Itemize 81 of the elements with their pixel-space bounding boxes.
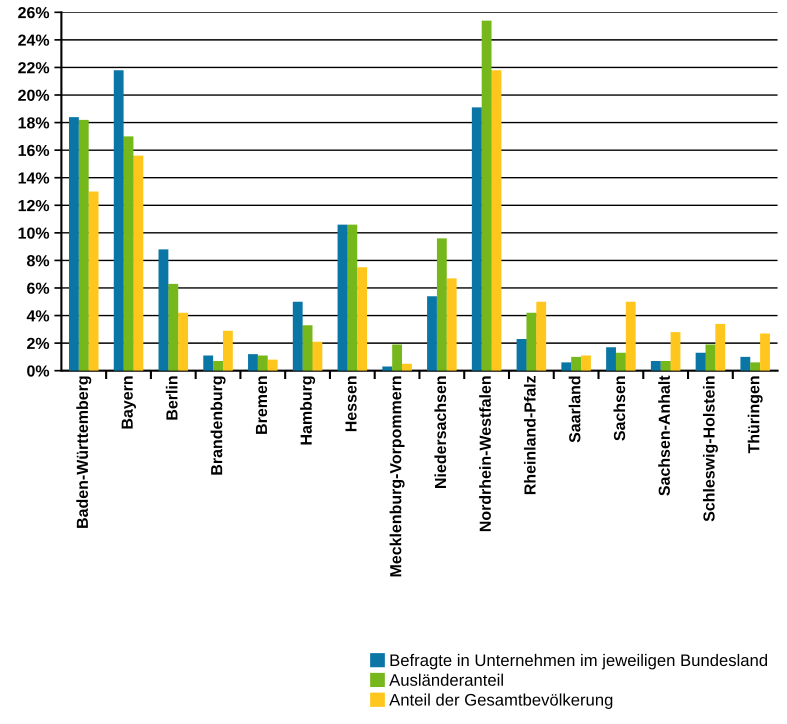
bar [258, 356, 268, 371]
x-tick-label: Brandenburg [210, 376, 226, 475]
bar [158, 249, 168, 371]
bar [472, 107, 482, 371]
bar [347, 224, 358, 371]
x-tick-label: Schleswig-Holstein [702, 376, 718, 522]
bar [203, 356, 214, 371]
bar [392, 344, 402, 371]
x-tick-label: Niedersachsen [434, 376, 446, 488]
bar [446, 278, 457, 371]
bar [338, 224, 348, 371]
x-tick-label: Nordrhein-Westfalen [479, 376, 491, 532]
x-tick-label: Mecklenburg-Vorpommern [390, 376, 405, 576]
bar [168, 284, 178, 371]
x-tick-label: Bremen [256, 376, 268, 434]
bar [268, 360, 278, 371]
bar [626, 302, 636, 371]
x-tick-label: Thüringen [748, 376, 763, 454]
y-tick-label: 4% [26, 310, 50, 322]
bar [760, 333, 770, 371]
x-tick-label: Hamburg [300, 376, 316, 444]
bar [402, 364, 412, 371]
bar [526, 312, 536, 371]
x-tick-label: Saarland [568, 376, 580, 442]
bar [248, 354, 258, 371]
bar [78, 120, 89, 371]
bar [222, 330, 233, 371]
x-tick-label: Sachsen [613, 376, 626, 441]
bar [133, 156, 144, 371]
bar [357, 267, 368, 371]
bar [302, 325, 312, 371]
y-tick-label: 22% [18, 62, 50, 74]
y-tick-label: 2% [27, 338, 50, 350]
bar [696, 352, 706, 371]
bar [114, 70, 124, 371]
bar [124, 136, 134, 371]
bar [292, 302, 303, 371]
bar [715, 324, 726, 371]
bar [213, 361, 223, 371]
bar [750, 362, 760, 371]
y-tick-label: 6% [27, 282, 50, 294]
bar [88, 192, 99, 371]
y-tick-label: 16% [18, 144, 50, 156]
x-tick-label: Bayern [122, 376, 136, 428]
bar [660, 361, 671, 371]
x-tick-label: Rheinland-Pfalz [524, 376, 536, 494]
bar [650, 361, 661, 371]
x-tick-label: Hessen [345, 376, 357, 432]
bar [616, 352, 626, 371]
legend-label: Befragte in Unternehmen im jeweiligen Bundesland [390, 654, 768, 670]
bar [571, 356, 582, 371]
bar [312, 342, 322, 371]
bar [670, 332, 680, 371]
y-tick-label: 24% [18, 34, 50, 46]
y-tick-label: 20% [18, 90, 50, 101]
bar [561, 362, 572, 371]
bar [536, 302, 546, 371]
x-tick-label: Berlin [166, 376, 178, 420]
legend-label: Anteil der Gesamtbevölkerung [389, 693, 612, 709]
bar [740, 356, 750, 371]
bar [516, 338, 526, 371]
bar [382, 366, 392, 371]
y-tick-label: 26% [18, 6, 50, 18]
y-tick-label: 0% [27, 365, 50, 377]
bar [606, 347, 616, 371]
bar [436, 238, 447, 371]
bar [492, 70, 502, 371]
bar [482, 20, 492, 371]
y-tick-label: 10% [18, 227, 50, 239]
x-tick-label: Sachsen-Anhalt [658, 376, 670, 496]
bar [581, 356, 591, 371]
x-tick-label: Baden-Württemberg [76, 376, 92, 528]
legend-label: Ausländeranteil [389, 674, 503, 686]
y-tick-label: 8% [27, 255, 50, 266]
y-tick-label: 18% [18, 117, 50, 129]
bar [705, 344, 716, 371]
bar [427, 296, 437, 371]
bar [178, 312, 188, 371]
y-tick-label: 14% [18, 172, 50, 184]
y-tick-label: 12% [18, 200, 50, 212]
bar [68, 117, 79, 371]
